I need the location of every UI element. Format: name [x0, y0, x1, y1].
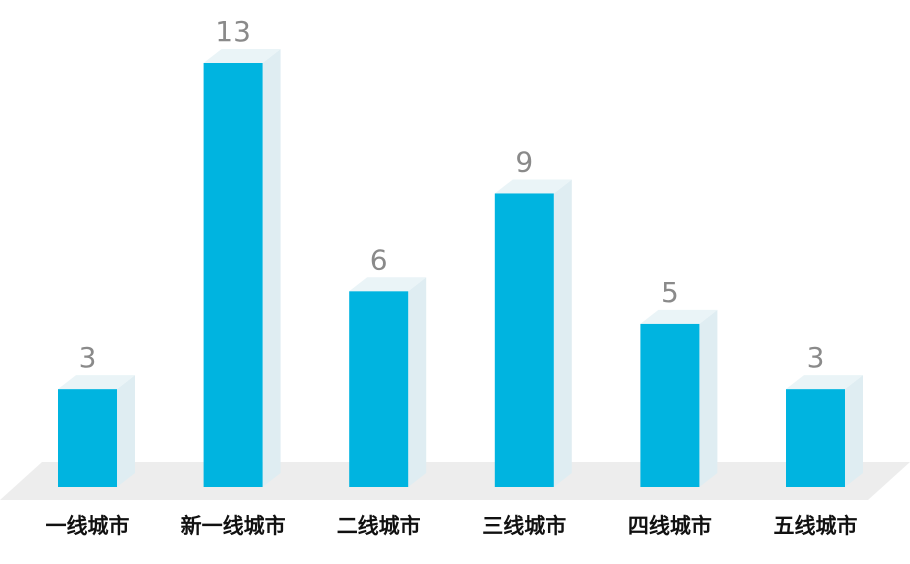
- bar-side: [845, 375, 863, 487]
- value-label: 3: [79, 341, 97, 374]
- value-label: 3: [807, 341, 825, 374]
- x-tick-label: 四线城市: [628, 514, 712, 538]
- bar: [58, 389, 117, 487]
- x-tick-label: 三线城市: [482, 514, 566, 538]
- x-tick-label: 新一线城市: [181, 514, 286, 538]
- bar-side: [262, 49, 281, 487]
- bar-top: [58, 375, 135, 390]
- value-label: 13: [215, 15, 251, 48]
- x-tick-label: 一线城市: [46, 514, 130, 538]
- bar-side: [699, 309, 718, 487]
- bar-side: [553, 179, 572, 487]
- bar-top: [203, 49, 281, 63]
- bar-side: [408, 277, 427, 487]
- value-label: 9: [515, 145, 533, 178]
- bar: [494, 193, 554, 487]
- value-label: 6: [370, 243, 388, 276]
- x-tick-label: 五线城市: [774, 514, 858, 538]
- bar-side: [117, 375, 135, 487]
- bar: [640, 323, 700, 487]
- bar-top: [786, 375, 863, 390]
- bar: [349, 291, 409, 487]
- bar: [786, 389, 845, 487]
- x-tick-label: 二线城市: [337, 514, 421, 538]
- bar-top: [349, 277, 427, 292]
- floor: [0, 462, 910, 500]
- bar: [203, 63, 263, 487]
- value-label: 5: [661, 276, 679, 309]
- bar-top: [494, 179, 572, 194]
- bar-top: [640, 309, 718, 324]
